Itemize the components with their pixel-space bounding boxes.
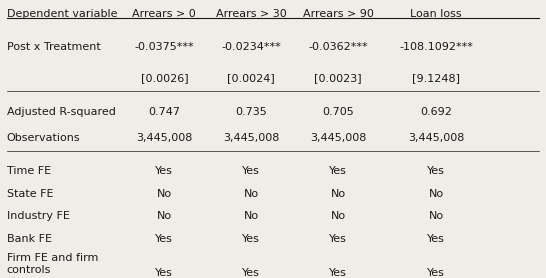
Text: -0.0362***: -0.0362*** [308,42,368,52]
Text: Yes: Yes [329,268,347,278]
Text: Yes: Yes [329,234,347,244]
Text: 0.705: 0.705 [322,107,354,117]
Text: 3,445,008: 3,445,008 [223,133,280,143]
Text: No: No [157,189,172,199]
Text: [0.0024]: [0.0024] [227,73,275,83]
Text: Time FE: Time FE [7,167,51,177]
Text: [0.0026]: [0.0026] [140,73,188,83]
Text: No: No [429,211,443,221]
Text: Industry FE: Industry FE [7,211,70,221]
Text: State FE: State FE [7,189,54,199]
Text: -0.0375***: -0.0375*** [134,42,194,52]
Text: 0.692: 0.692 [420,107,452,117]
Text: Yes: Yes [156,234,173,244]
Text: Yes: Yes [329,167,347,177]
Text: [9.1248]: [9.1248] [412,73,460,83]
Text: Arrears > 0: Arrears > 0 [133,9,196,19]
Text: Yes: Yes [156,268,173,278]
Text: Post x Treatment: Post x Treatment [7,42,100,52]
Text: Yes: Yes [427,167,445,177]
Text: -0.0234***: -0.0234*** [221,42,281,52]
Text: 0.735: 0.735 [235,107,267,117]
Text: 3,445,008: 3,445,008 [136,133,193,143]
Text: 3,445,008: 3,445,008 [310,133,366,143]
Text: 3,445,008: 3,445,008 [408,133,464,143]
Text: Bank FE: Bank FE [7,234,52,244]
Text: Firm FE and firm
controls: Firm FE and firm controls [7,254,98,275]
Text: No: No [244,189,259,199]
Text: Yes: Yes [242,268,260,278]
Text: Yes: Yes [427,268,445,278]
Text: No: No [157,211,172,221]
Text: Yes: Yes [242,234,260,244]
Text: Yes: Yes [242,167,260,177]
Text: Dependent variable: Dependent variable [7,9,117,19]
Text: Yes: Yes [427,234,445,244]
Text: Yes: Yes [156,167,173,177]
Text: No: No [244,211,259,221]
Text: No: No [429,189,443,199]
Text: Loan loss: Loan loss [410,9,462,19]
Text: Adjusted R-squared: Adjusted R-squared [7,107,116,117]
Text: Observations: Observations [7,133,80,143]
Text: Arrears > 90: Arrears > 90 [302,9,373,19]
Text: 0.747: 0.747 [149,107,180,117]
Text: -108.1092***: -108.1092*** [399,42,473,52]
Text: [0.0023]: [0.0023] [314,73,362,83]
Text: No: No [331,211,346,221]
Text: No: No [331,189,346,199]
Text: Arrears > 30: Arrears > 30 [216,9,287,19]
